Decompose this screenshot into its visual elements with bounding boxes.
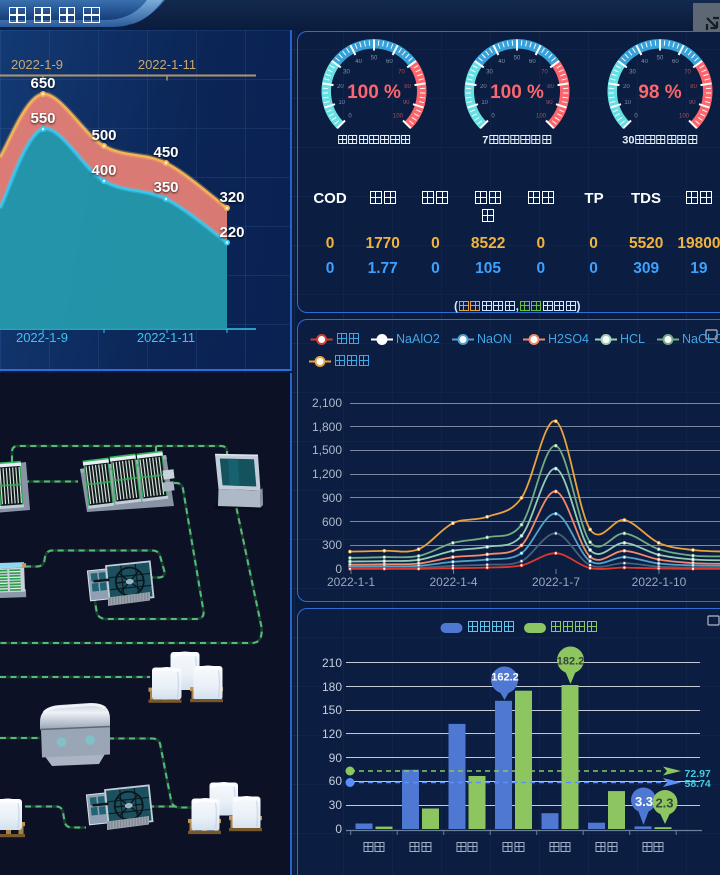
svg-text:60: 60	[529, 59, 536, 65]
svg-text:0: 0	[348, 114, 352, 120]
svg-text:0: 0	[634, 114, 638, 120]
svg-text:3.3: 3.3	[635, 794, 653, 809]
svg-text:60: 60	[386, 59, 393, 65]
svg-text:10: 10	[624, 100, 631, 106]
svg-text:162.2: 162.2	[491, 672, 519, 684]
svg-text:20: 20	[623, 84, 630, 90]
svg-text:90: 90	[403, 100, 410, 106]
svg-text:50: 50	[657, 56, 664, 62]
svg-text:30: 30	[629, 70, 636, 76]
svg-text:40: 40	[355, 59, 362, 65]
svg-text:0: 0	[491, 114, 495, 120]
svg-text:50: 50	[514, 56, 521, 62]
svg-text:50: 50	[371, 56, 378, 62]
svg-text:182.2: 182.2	[557, 656, 585, 668]
svg-text:80: 80	[547, 84, 554, 90]
svg-text:2.3: 2.3	[655, 796, 673, 811]
svg-text:100: 100	[393, 114, 404, 120]
svg-text:80: 80	[690, 84, 697, 90]
svg-text:40: 40	[498, 59, 505, 65]
svg-text:30: 30	[343, 70, 350, 76]
svg-text:20: 20	[480, 84, 487, 90]
svg-text:90: 90	[546, 100, 553, 106]
svg-text:20: 20	[337, 84, 344, 90]
svg-text:60: 60	[672, 59, 679, 65]
svg-text:90: 90	[689, 100, 696, 106]
svg-text:70: 70	[398, 70, 405, 76]
svg-text:70: 70	[684, 70, 691, 76]
svg-text:10: 10	[481, 100, 488, 106]
svg-text:100: 100	[679, 114, 690, 120]
svg-text:80: 80	[404, 84, 411, 90]
svg-text:40: 40	[641, 59, 648, 65]
svg-text:70: 70	[541, 70, 548, 76]
svg-text:10: 10	[338, 100, 345, 106]
svg-text:100: 100	[536, 114, 547, 120]
svg-text:30: 30	[486, 70, 493, 76]
